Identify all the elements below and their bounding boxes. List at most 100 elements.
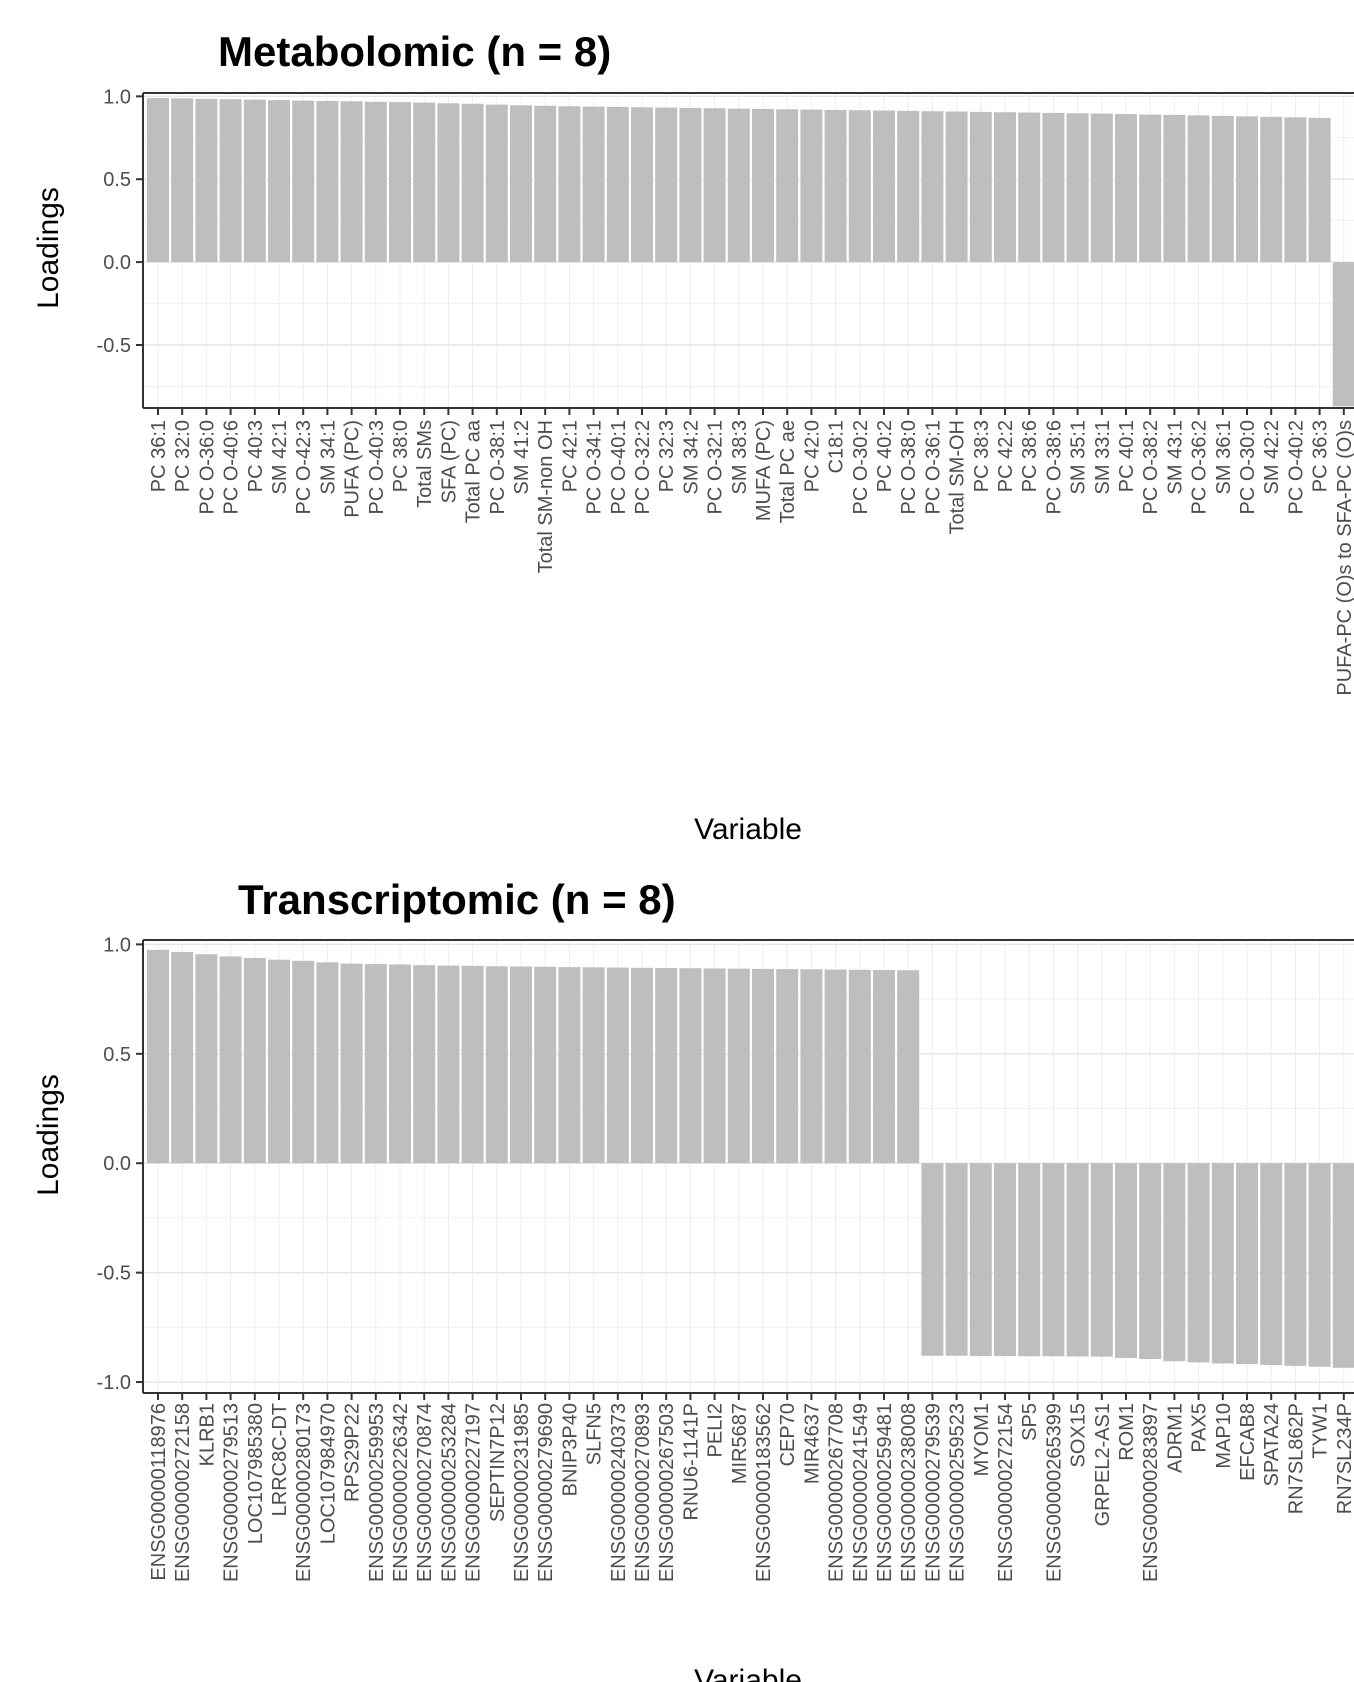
transcriptomic-bar: [752, 968, 774, 1164]
transcriptomic-y-tick-label: -1.0: [97, 1372, 131, 1394]
metabolomic-bar: [268, 100, 290, 263]
transcriptomic-x-tick-label: ENSG00000238008: [898, 1403, 920, 1582]
transcriptomic-x-tick-label: ENSG00000267503: [656, 1403, 678, 1582]
transcriptomic-bar: [945, 1163, 968, 1356]
transcriptomic-bar: [1115, 1163, 1137, 1358]
transcriptomic-x-tick-label: ENSG00000265399: [1043, 1403, 1065, 1582]
metabolomic-bar: [582, 106, 605, 263]
metabolomic-x-tick-label: PC 42:1: [559, 420, 581, 492]
transcriptomic-y-tick-label: 1.0: [103, 934, 131, 956]
metabolomic-y-tick-label: 1.0: [103, 86, 131, 108]
metabolomic-bar: [558, 106, 581, 263]
metabolomic-bar: [437, 103, 460, 263]
transcriptomic-x-tick-label: ENSG00000241549: [850, 1403, 872, 1582]
transcriptomic-x-tick-label: ENSG00000226342: [390, 1403, 412, 1582]
transcriptomic-bar: [1163, 1163, 1186, 1362]
transcriptomic-panel: Transcriptomic (n = 8) 1.0 0.5 0.0 -0.5 -1.0…: [32, 876, 1354, 1682]
transcriptomic-bar: [848, 969, 871, 1164]
transcriptomic-x-tick-label: ROM1: [1116, 1403, 1138, 1461]
transcriptomic-bar: [1139, 1163, 1162, 1360]
transcriptomic-x-tick-label: ENSG00000283897: [1140, 1403, 1162, 1582]
transcriptomic-y-tick-label: -0.5: [97, 1263, 131, 1285]
metabolomic-x-tick-label: PC O-38:2: [1140, 420, 1162, 514]
metabolomic-bar: [1236, 116, 1258, 263]
transcriptomic-x-tick-label: ENSG00000227197: [463, 1403, 485, 1582]
metabolomic-bar: [534, 105, 557, 263]
metabolomic-bar: [195, 98, 218, 263]
metabolomic-x-tick-label: SM 35:1: [1068, 420, 1090, 494]
metabolomic-x-tick-label: SM 42:1: [269, 420, 291, 494]
transcriptomic-x-tick-label: LOC107985380: [245, 1403, 267, 1544]
transcriptomic-bar: [776, 969, 799, 1164]
metabolomic-bar: [316, 100, 339, 263]
transcriptomic-bar: [655, 968, 678, 1164]
transcriptomic-bar: [219, 956, 242, 1164]
transcriptomic-bar: [147, 949, 169, 1164]
metabolomic-bar: [1332, 262, 1354, 407]
transcriptomic-bar: [243, 957, 266, 1164]
transcriptomic-bar: [1187, 1163, 1210, 1363]
transcriptomic-bar: [461, 965, 484, 1164]
transcriptomic-y-tick-label: 0.0: [103, 1153, 131, 1175]
transcriptomic-bar: [195, 954, 218, 1164]
transcriptomic-x-tick-label: SPATA24: [1261, 1403, 1283, 1486]
metabolomic-x-tick-label: SM 34:1: [317, 420, 339, 494]
metabolomic-bar: [364, 101, 387, 263]
metabolomic-x-tick-label: Total SM-OH: [947, 420, 969, 534]
transcriptomic-bar: [292, 960, 315, 1164]
metabolomic-bar: [776, 109, 799, 263]
metabolomic-x-tick-label: Total PC ae: [777, 420, 799, 523]
transcriptomic-x-tick-label: ADRM1: [1164, 1403, 1186, 1473]
metabolomic-panel: Metabolomic (n = 8) 1.0 0.5 0.0 -0.5 PC 36:…: [32, 28, 1354, 846]
metabolomic-x-tick-label: PC 38:0: [390, 420, 412, 492]
transcriptomic-bar: [437, 965, 460, 1164]
metabolomic-x-tick-label: PC O-40:3: [366, 420, 388, 514]
metabolomic-bar: [1090, 113, 1113, 263]
transcriptomic-bar: [582, 967, 605, 1164]
metabolomic-x-tick-label: PC O-36:1: [922, 420, 944, 514]
metabolomic-x-tick-label: PC 36:1: [148, 420, 170, 492]
transcriptomic-x-tick-label: GRPEL2-AS1: [1092, 1403, 1114, 1526]
transcriptomic-bar: [824, 969, 847, 1164]
transcriptomic-x-tick-label: ENSG00000240373: [608, 1403, 630, 1582]
metabolomic-bar: [921, 111, 944, 263]
metabolomic-x-tick-label: C18:1: [826, 420, 848, 473]
transcriptomic-bar: [1260, 1163, 1283, 1365]
metabolomic-x-tick-label: SM 34:2: [680, 420, 702, 494]
metabolomic-bar: [848, 110, 871, 263]
metabolomic-x-tick-label: PC O-38:1: [487, 420, 509, 514]
metabolomic-x-tick-label: PC O-36:2: [1189, 420, 1211, 514]
metabolomic-x-tick-label: MUFA (PC): [753, 420, 775, 521]
transcriptomic-bar: [1042, 1163, 1065, 1357]
transcriptomic-bar: [510, 966, 532, 1164]
transcriptomic-bar: [631, 967, 653, 1164]
metabolomic-bar: [389, 102, 411, 263]
metabolomic-x-tick-label: PUFA-PC (O)s to SFA-PC (O)s: [1334, 420, 1354, 696]
transcriptomic-x-tick-label: RPS29P22: [342, 1403, 364, 1502]
metabolomic-bar: [969, 111, 992, 263]
transcriptomic-bar: [921, 1163, 944, 1356]
transcriptomic-y-tick-label: 0.5: [103, 1044, 131, 1066]
metabolomic-x-tick-label: SFA (PC): [438, 420, 460, 503]
metabolomic-bar: [703, 108, 726, 263]
metabolomic-x-tick-label: PC O-30:0: [1237, 420, 1259, 514]
metabolomic-bar: [727, 108, 750, 263]
metabolomic-x-tick-label: PC 38:6: [1019, 420, 1041, 492]
transcriptomic-x-tick-label: TYW1: [1310, 1403, 1332, 1459]
transcriptomic-bar: [364, 964, 387, 1164]
transcriptomic-bar: [558, 967, 581, 1164]
transcriptomic-x-tick-label: LRRC8C-DT: [269, 1403, 291, 1516]
metabolomic-bar: [873, 110, 895, 263]
metabolomic-x-tick-label: SM 43:1: [1164, 420, 1186, 494]
transcriptomic-x-tick-label: MYOM1: [971, 1403, 993, 1476]
transcriptomic-x-tick-label: SEPTIN7P12: [487, 1403, 509, 1522]
transcriptomic-bar: [1284, 1163, 1307, 1366]
transcriptomic-x-tick-label: LOC107984970: [317, 1403, 339, 1544]
metabolomic-bar: [1260, 116, 1283, 263]
transcriptomic-bar: [413, 965, 436, 1164]
transcriptomic-x-tick-label: ENSG00000253284: [438, 1403, 460, 1582]
metabolomic-x-tick-label: PC O-38:0: [898, 420, 920, 514]
metabolomic-bar: [1042, 112, 1065, 263]
metabolomic-bar: [945, 111, 968, 263]
